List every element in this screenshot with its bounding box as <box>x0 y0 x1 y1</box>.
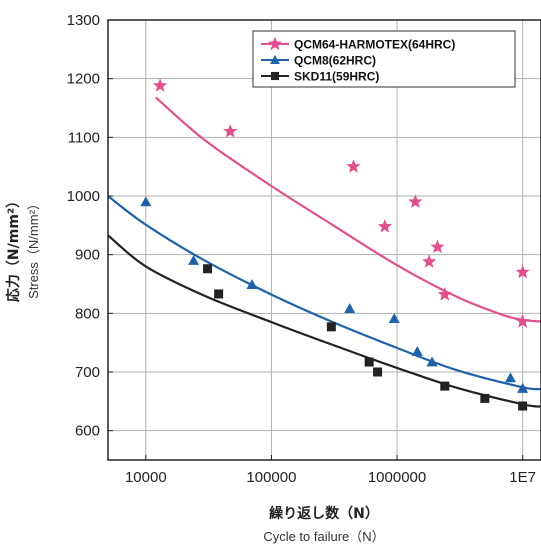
x-tick-label: 100000 <box>246 469 296 486</box>
data-markers <box>140 78 530 411</box>
legend-label: QCM8(62HRC) <box>294 54 376 68</box>
y-tick-label: 600 <box>75 423 100 440</box>
legend-marker-star <box>267 36 283 51</box>
y-tick-label: 1300 <box>67 12 100 29</box>
y-tick-label: 800 <box>75 305 100 322</box>
data-point-square <box>440 381 450 391</box>
fit-curve-square <box>107 234 541 408</box>
data-point-square <box>480 393 490 403</box>
data-point-triangle <box>344 303 356 314</box>
data-point-star <box>437 287 452 301</box>
legend-label: SKD11(59HRC) <box>294 70 379 84</box>
legend: QCM64-HARMOTEX(64HRC) QCM8(62HRC) SKD11(59… <box>252 30 516 88</box>
y-tick-label: 700 <box>75 364 100 381</box>
x-tick-label: 1000000 <box>368 469 426 486</box>
legend-box <box>252 30 516 88</box>
legend-marker-square <box>270 71 280 81</box>
data-point-star <box>422 254 437 268</box>
data-point-triangle <box>426 356 438 367</box>
y-axis-label-en: Stress（N/mm²） <box>26 197 41 299</box>
data-point-square <box>364 357 374 367</box>
data-point-square <box>203 264 213 274</box>
y-tick-label: 1100 <box>68 129 100 146</box>
data-point-star <box>515 264 530 279</box>
legend-marker-triangle <box>270 55 280 64</box>
x-tick-label: 10000 <box>125 469 167 486</box>
y-axis-label: 応力（N/mm²） <box>5 194 22 302</box>
x-axis-label-en: Cycle to failure（N） <box>263 529 384 544</box>
legend-label: QCM64-HARMOTEX(64HRC) <box>294 38 455 52</box>
x-tick-label: 1E7 <box>509 469 536 486</box>
data-point-star <box>223 124 238 138</box>
axis-ticks: 10000 100000 1000000 1E7 600 700 800 900 1000 110… <box>67 12 536 486</box>
data-point-star <box>515 314 530 328</box>
data-point-square <box>518 401 528 411</box>
x-axis-label: 繰り返し数（N） <box>269 505 379 522</box>
data-point-triangle <box>517 382 529 393</box>
data-point-triangle <box>246 279 258 289</box>
fit-curves <box>107 96 541 408</box>
data-point-triangle <box>140 196 152 207</box>
data-point-triangle <box>188 255 200 265</box>
data-point-square <box>373 367 383 377</box>
data-point-square <box>326 322 336 332</box>
fit-curve-star <box>155 96 541 323</box>
data-point-star <box>346 159 361 173</box>
data-point-star <box>153 78 168 92</box>
y-tick-label: 900 <box>75 247 100 264</box>
data-point-star <box>377 219 392 233</box>
data-point-triangle <box>388 313 400 324</box>
data-point-triangle <box>411 345 423 356</box>
y-tick-label: 1000 <box>67 188 100 205</box>
data-point-triangle <box>504 372 516 383</box>
data-point-star <box>408 194 423 208</box>
data-point-square <box>214 289 224 299</box>
data-point-star <box>430 239 445 254</box>
plot-frame <box>107 19 541 461</box>
y-tick-label: 1200 <box>67 71 100 88</box>
fit-curve-triangle <box>107 195 541 391</box>
